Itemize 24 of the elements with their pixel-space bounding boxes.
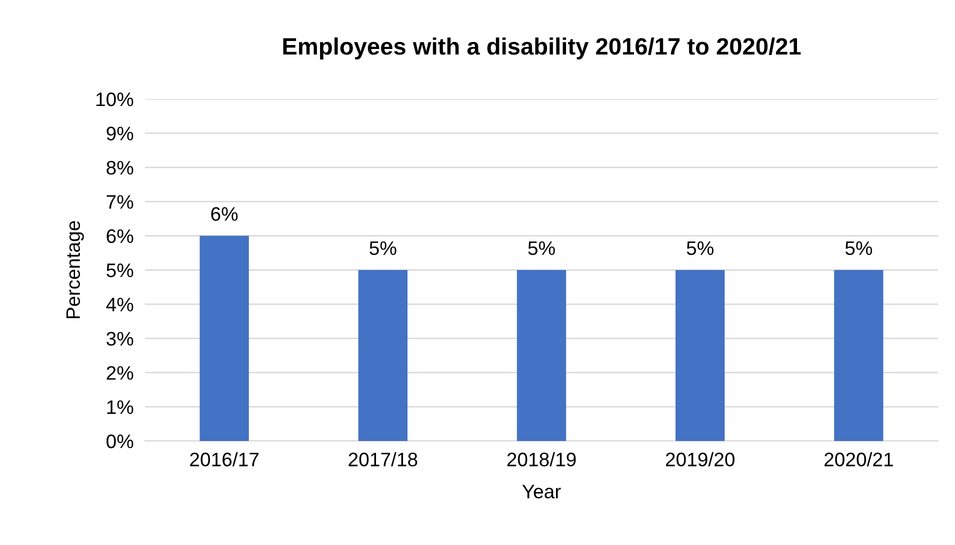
x-tick-label: 2019/20 xyxy=(666,452,734,466)
y-axis-title: Percentage xyxy=(66,221,84,318)
data-label: 5% xyxy=(845,241,872,256)
data-label: 6% xyxy=(211,207,238,221)
y-tick-label: 8% xyxy=(106,160,134,175)
y-tick-label: 4% xyxy=(106,298,134,312)
data-label: 5% xyxy=(528,241,555,256)
y-tick-label: 3% xyxy=(106,332,134,346)
y-tick-label: 0% xyxy=(106,434,134,448)
x-tick-label: 2018/19 xyxy=(507,452,576,466)
y-tick-label: 1% xyxy=(107,400,134,414)
y-tick-label: 7% xyxy=(106,195,134,209)
chart-title: Employees with a disability 2016/17 to 2020/21 xyxy=(283,37,801,60)
y-tick-label: 2% xyxy=(106,366,134,380)
x-tick-label: 2017/18 xyxy=(348,452,418,466)
y-tick-label: 5% xyxy=(106,264,134,278)
y-tick-label: 9% xyxy=(106,126,134,140)
x-tick-label: 2016/17 xyxy=(190,452,258,466)
data-label: 5% xyxy=(370,241,396,256)
x-tick-label: 2020/21 xyxy=(824,452,893,466)
data-label: 5% xyxy=(686,241,714,256)
y-tick-label: 10% xyxy=(96,92,134,106)
y-tick-label: 6% xyxy=(106,229,134,244)
x-axis-title: Year xyxy=(522,484,561,498)
